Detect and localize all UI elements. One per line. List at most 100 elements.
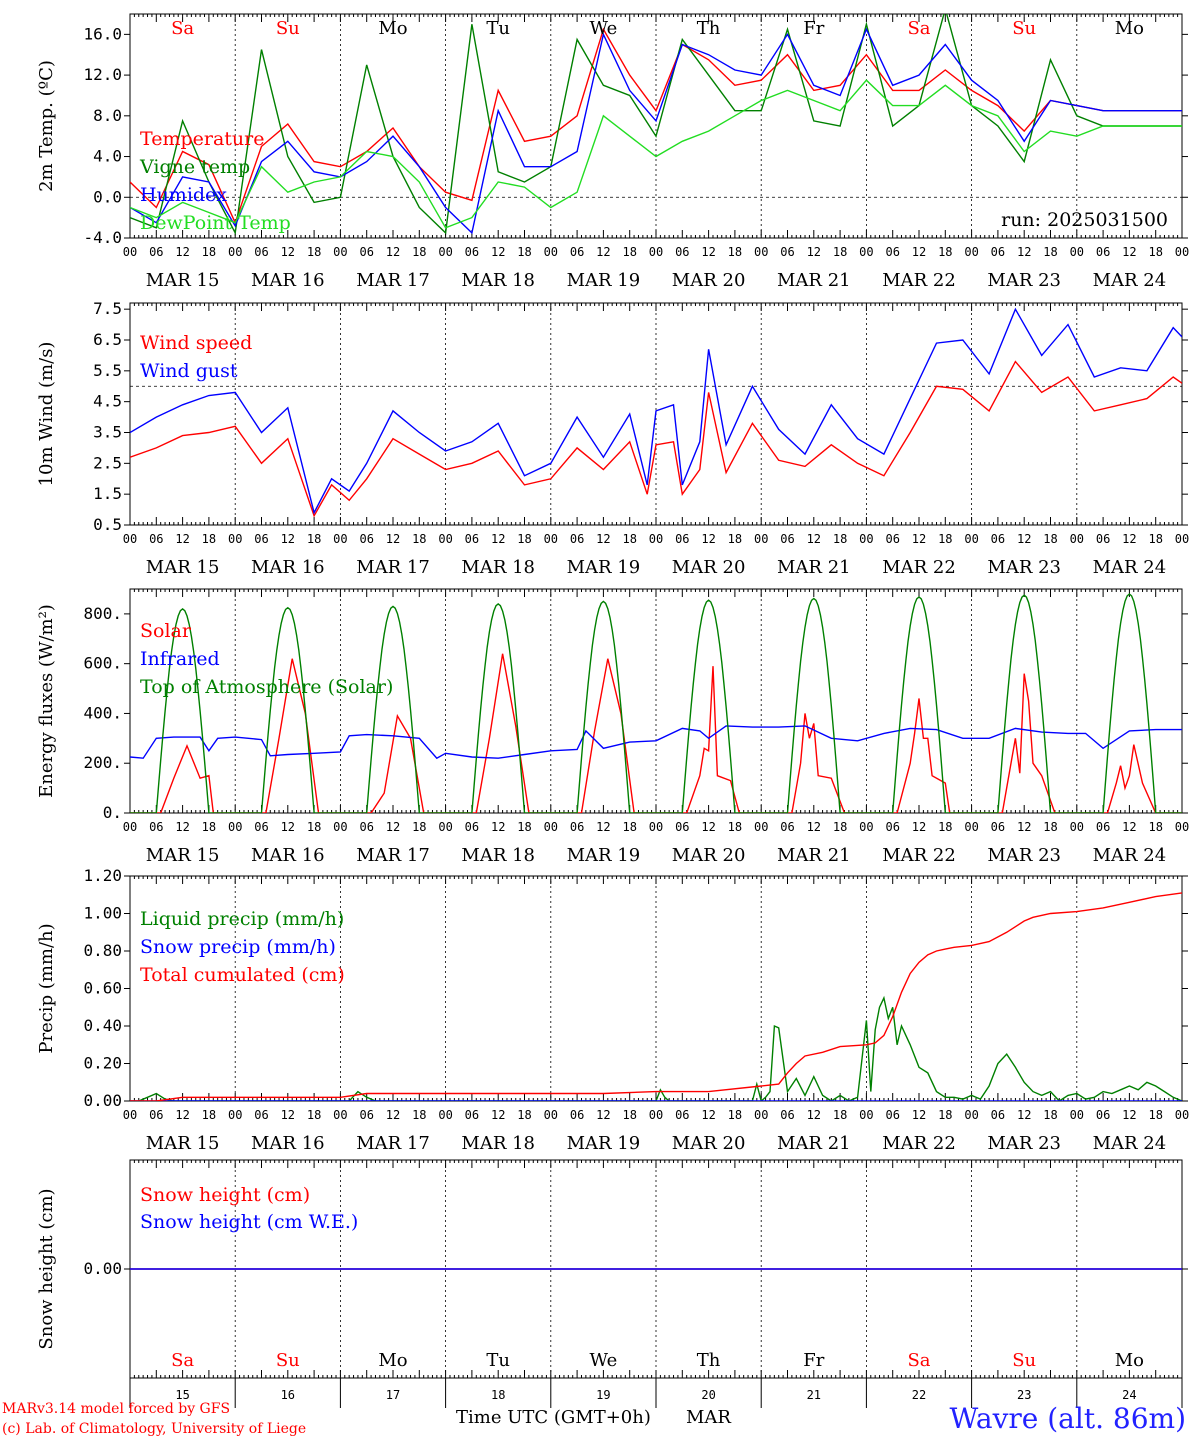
series-line-dewpoint-temp — [130, 79, 1182, 229]
x-tick-label: 06 — [885, 532, 899, 546]
x-tick-label: 00 — [544, 245, 558, 259]
day-of-week-label: Su — [1012, 1350, 1036, 1371]
legend-entry: Vigne temp — [139, 156, 250, 178]
x-tick-label: 12 — [1122, 245, 1136, 259]
x-tick-label: 18 — [833, 245, 847, 259]
series-line-liquid-precip-mm-h — [130, 995, 1182, 1101]
date-label: MAR 16 — [251, 270, 325, 291]
x-tick-label: 06 — [465, 245, 479, 259]
x-tick-label: 06 — [570, 532, 584, 546]
x-tick-label: 12 — [596, 820, 610, 834]
x-tick-label: 00 — [1070, 532, 1084, 546]
x-tick-label: 12 — [281, 245, 295, 259]
x-tick-label: 12 — [701, 245, 715, 259]
x-tick-label: 00 — [544, 532, 558, 546]
date-label: MAR 20 — [672, 1133, 746, 1154]
x-tick-label: 06 — [570, 820, 584, 834]
x-tick-label: 06 — [675, 532, 689, 546]
x-tick-label: 18 — [622, 532, 636, 546]
legend-entry: Snow precip (mm/h) — [140, 936, 336, 958]
x-tick-label: 06 — [991, 820, 1005, 834]
day-number-label: 16 — [281, 1388, 295, 1402]
x-tick-label: 06 — [885, 245, 899, 259]
day-number-label: 17 — [386, 1388, 400, 1402]
series-line-total-cumulated-cm — [130, 892, 1182, 1101]
x-tick-label: 12 — [1017, 245, 1031, 259]
y-tick-label: 0.80 — [83, 941, 122, 960]
y-tick-label: 5.5 — [93, 361, 122, 380]
x-tick-label: 00 — [754, 1108, 768, 1122]
x-tick-label: 12 — [807, 820, 821, 834]
lab-credit: (c) Lab. of Climatology, University of L… — [2, 1421, 306, 1437]
legend-entry: Snow height (cm) — [140, 1184, 310, 1206]
x-tick-label: 12 — [701, 532, 715, 546]
x-axis-month: MAR — [686, 1407, 731, 1428]
x-tick-label: 12 — [491, 820, 505, 834]
y-axis-label: 2m Temp. (ºC) — [36, 60, 57, 192]
date-label: MAR 22 — [882, 1133, 956, 1154]
x-tick-label: 06 — [1096, 1108, 1110, 1122]
x-tick-label: 06 — [465, 820, 479, 834]
series-line-wind-gust — [130, 307, 1182, 515]
x-tick-label: 00 — [544, 1108, 558, 1122]
x-tick-label: 12 — [1122, 1108, 1136, 1122]
day-number-label: 23 — [1017, 1388, 1031, 1402]
date-label: MAR 15 — [146, 557, 220, 578]
x-tick-label: 18 — [517, 820, 531, 834]
day-number-label: 21 — [807, 1388, 821, 1402]
date-label: MAR 24 — [1093, 845, 1167, 866]
x-tick-label: 00 — [649, 1108, 663, 1122]
day-of-week-label: Sa — [907, 1350, 930, 1371]
x-tick-label: 06 — [149, 532, 163, 546]
model-credit: MARv3.14 model forced by GFS — [2, 1401, 230, 1417]
x-tick-label: 12 — [491, 532, 505, 546]
x-tick-label: 06 — [149, 820, 163, 834]
x-tick-label: 00 — [333, 245, 347, 259]
x-tick-label: 00 — [228, 820, 242, 834]
x-tick-label: 18 — [517, 245, 531, 259]
x-tick-label: 12 — [386, 1108, 400, 1122]
x-tick-label: 06 — [780, 245, 794, 259]
day-of-week-label: Mo — [1115, 1350, 1144, 1371]
y-tick-label: 400. — [83, 703, 122, 722]
x-tick-label: 00 — [1175, 245, 1189, 259]
x-tick-label: 06 — [675, 820, 689, 834]
series-line-wind-speed — [130, 360, 1182, 518]
x-tick-label: 00 — [754, 820, 768, 834]
x-tick-label: 00 — [438, 820, 452, 834]
x-tick-label: 18 — [202, 532, 216, 546]
x-tick-label: 06 — [991, 245, 1005, 259]
x-tick-label: 12 — [175, 245, 189, 259]
x-tick-label: 12 — [701, 1108, 715, 1122]
date-label: MAR 19 — [567, 270, 641, 291]
x-tick-label: 18 — [412, 1108, 426, 1122]
x-tick-label: 12 — [807, 245, 821, 259]
date-label: MAR 19 — [567, 1133, 641, 1154]
x-tick-label: 18 — [412, 532, 426, 546]
series-line-infrared — [130, 725, 1182, 760]
day-of-week-label: Th — [697, 1350, 721, 1371]
x-tick-label: 12 — [386, 245, 400, 259]
x-tick-label: 12 — [1017, 532, 1031, 546]
day-of-week-label: Fr — [803, 18, 824, 39]
series-line-humidex — [130, 27, 1182, 235]
x-tick-label: 18 — [833, 1108, 847, 1122]
x-tick-label: 00 — [859, 820, 873, 834]
date-label: MAR 24 — [1093, 557, 1167, 578]
date-label: MAR 16 — [251, 1133, 325, 1154]
x-tick-label: 06 — [359, 1108, 373, 1122]
day-of-week-label: Tu — [486, 1350, 510, 1371]
date-label: MAR 18 — [461, 1133, 535, 1154]
x-tick-label: 18 — [622, 820, 636, 834]
x-tick-label: 12 — [386, 820, 400, 834]
legend-entry: Wind speed — [140, 332, 252, 354]
x-tick-label: 12 — [807, 532, 821, 546]
day-number-label: 18 — [491, 1388, 505, 1402]
y-tick-label: 0.60 — [83, 979, 122, 998]
run-annotation: run: 2025031500 — [1001, 209, 1168, 231]
x-tick-label: 18 — [1148, 245, 1162, 259]
date-label: MAR 21 — [777, 845, 851, 866]
